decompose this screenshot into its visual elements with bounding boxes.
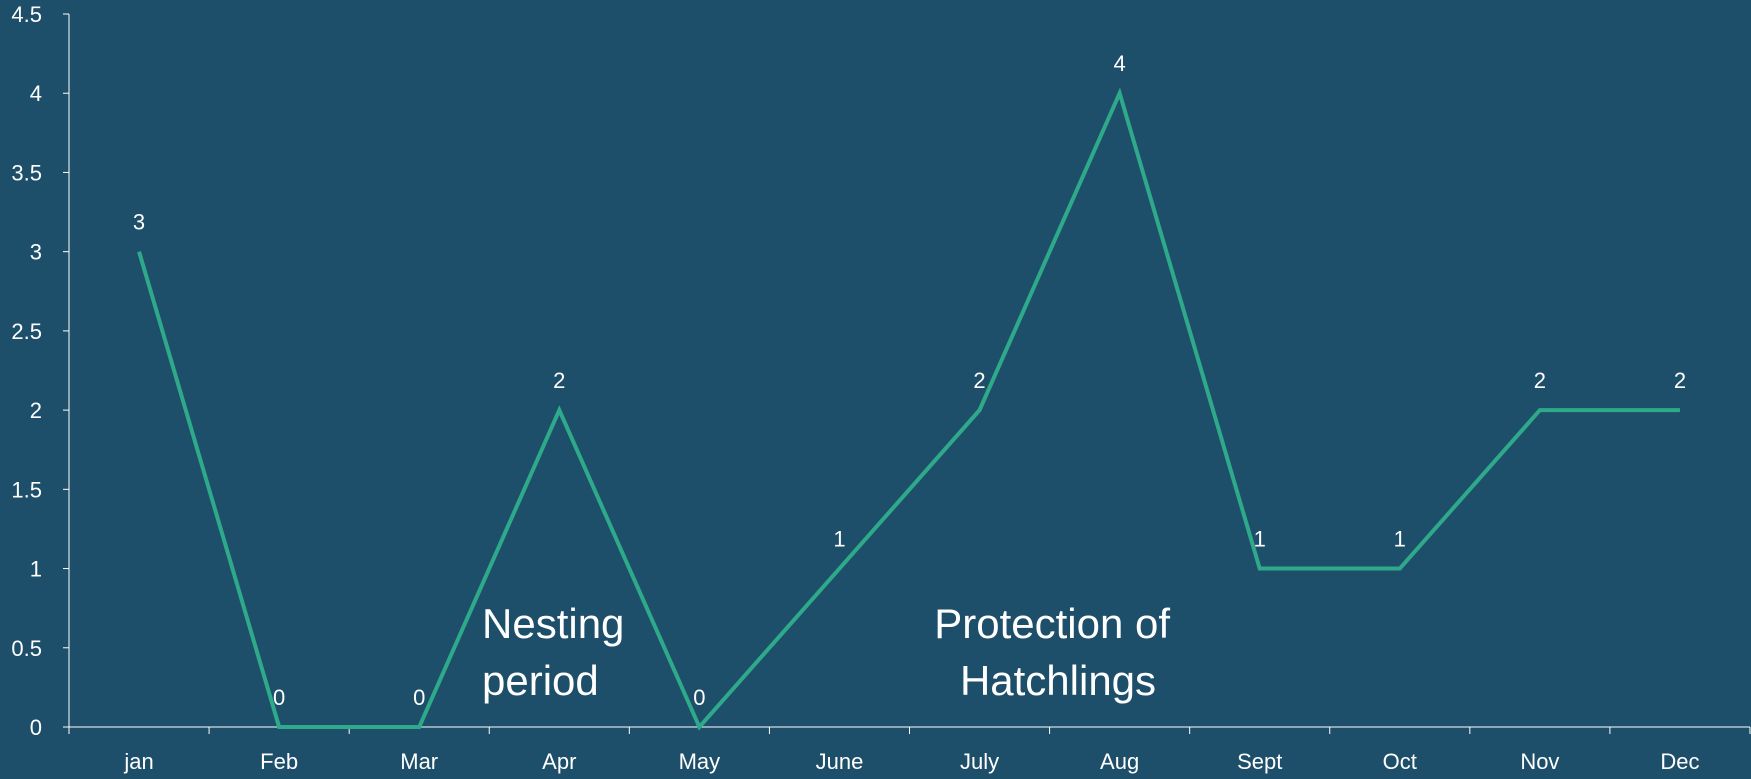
x-tick-label: Dec xyxy=(1660,749,1699,774)
annotation-protection-of-hatchlings: Protection of Hatchlings xyxy=(934,600,1181,704)
annotation-protection-line-1: Protection of xyxy=(934,600,1170,647)
data-label: 0 xyxy=(693,685,705,710)
x-tick-label: jan xyxy=(123,749,153,774)
annotation-protection-line-2: Hatchlings xyxy=(960,657,1156,704)
data-label-layer: 3 0 0 2 0 1 2 4 1 1 2 2 xyxy=(133,51,1686,710)
y-tick-label: 2.5 xyxy=(11,319,42,344)
y-tick-label: 3 xyxy=(30,240,42,265)
y-axis: 0 0.5 1 1.5 2 2.5 3 3.5 4 4.5 xyxy=(11,2,70,740)
y-tick-label: 4.5 xyxy=(11,2,42,27)
y-tick-label: 1.5 xyxy=(11,477,42,502)
data-label: 3 xyxy=(133,210,145,235)
x-axis: jan Feb Mar Apr May June July Aug Sept Oct Nov Dec xyxy=(68,726,1751,774)
y-tick-label: 3.5 xyxy=(11,160,42,185)
x-tick-label: Apr xyxy=(542,749,576,774)
annotation-nesting-line-2: period xyxy=(482,657,599,704)
data-label: 1 xyxy=(1394,527,1406,552)
x-tick-label: July xyxy=(960,749,999,774)
x-tick-label: May xyxy=(679,749,721,774)
series-layer xyxy=(137,87,1681,731)
x-tick-label: Nov xyxy=(1520,749,1559,774)
annotation-layer: Nesting period Protection of Hatchlings xyxy=(482,600,1181,704)
x-tick-label: Mar xyxy=(400,749,438,774)
data-label: 0 xyxy=(273,685,285,710)
y-tick-label: 0.5 xyxy=(11,636,42,661)
x-tick-label: Oct xyxy=(1383,749,1417,774)
data-label: 1 xyxy=(1254,527,1266,552)
y-tick-label: 2 xyxy=(30,398,42,423)
y-tick-label: 1 xyxy=(30,557,42,582)
series-line xyxy=(137,87,1680,731)
data-label: 2 xyxy=(1534,368,1546,393)
data-label: 1 xyxy=(833,527,845,552)
data-label: 4 xyxy=(1114,51,1126,76)
annotation-nesting-line-1: Nesting xyxy=(482,600,624,647)
data-label: 2 xyxy=(1674,368,1686,393)
data-label: 2 xyxy=(553,368,565,393)
x-tick-label: June xyxy=(816,749,864,774)
x-tick-label: Aug xyxy=(1100,749,1139,774)
annotation-nesting-period: Nesting period xyxy=(482,600,636,704)
y-tick-label: 4 xyxy=(30,81,42,106)
x-tick-label: Sept xyxy=(1237,749,1282,774)
x-tick-label: Feb xyxy=(260,749,298,774)
y-tick-label: 0 xyxy=(30,715,42,740)
data-label: 0 xyxy=(413,685,425,710)
data-label: 2 xyxy=(973,368,985,393)
